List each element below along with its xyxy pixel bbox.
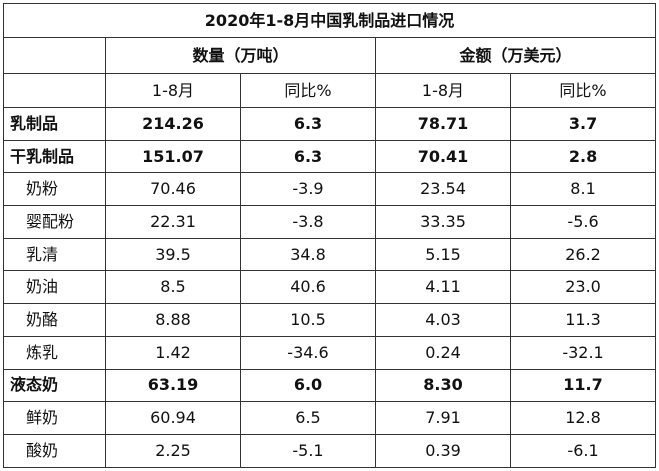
amt-yoy-value: 23.0 (509, 270, 657, 305)
amt-value: 0.39 (375, 433, 511, 468)
table-row: 液态奶 63.19 6.0 8.30 11.7 (3, 368, 657, 403)
qty-value: 22.31 (105, 205, 241, 239)
qty-yoy-value: -3.9 (240, 172, 376, 207)
row-label: 奶粉 (3, 172, 106, 207)
qty-yoy-value: 6.3 (240, 139, 376, 174)
qty-yoy-value: 6.0 (240, 368, 376, 403)
amt-yoy-header: 同比% (509, 73, 657, 108)
qty-yoy-value: 40.6 (240, 270, 376, 305)
qty-period-header: 1-8月 (105, 73, 241, 108)
group-header-row: 数量（万吨） 金额（万美元） (3, 37, 657, 74)
amt-yoy-value: -5.6 (509, 205, 657, 239)
amt-yoy-value: 2.8 (509, 139, 657, 174)
table-row: 炼乳 1.42 -34.6 0.24 -32.1 (3, 335, 657, 370)
qty-value: 2.25 (105, 433, 241, 468)
amt-yoy-value: 11.3 (509, 303, 657, 337)
qty-yoy-value: -5.1 (240, 433, 376, 468)
amt-value: 78.71 (375, 107, 511, 141)
table-row: 奶粉 70.46 -3.9 23.54 8.1 (3, 172, 657, 207)
qty-value: 151.07 (105, 139, 241, 174)
qty-yoy-header: 同比% (240, 73, 376, 108)
amt-yoy-value: 26.2 (509, 237, 657, 272)
row-label: 鲜奶 (3, 401, 106, 435)
table-row: 鲜奶 60.94 6.5 7.91 12.8 (3, 401, 657, 435)
amt-yoy-value: -32.1 (509, 335, 657, 370)
amt-value: 0.24 (375, 335, 511, 370)
amt-value: 4.11 (375, 270, 511, 305)
subheader-empty-cell (3, 73, 106, 108)
qty-yoy-value: 6.3 (240, 107, 376, 141)
qty-yoy-value: 6.5 (240, 401, 376, 435)
qty-yoy-value: 34.8 (240, 237, 376, 272)
header-empty-cell (3, 37, 106, 74)
dairy-import-table: 2020年1-8月中国乳制品进口情况 数量（万吨） 金额（万美元） 1-8月 同… (2, 3, 657, 468)
qty-yoy-value: -34.6 (240, 335, 376, 370)
amt-yoy-value: 11.7 (509, 368, 657, 403)
sub-header-row: 1-8月 同比% 1-8月 同比% (3, 73, 657, 108)
row-label: 炼乳 (3, 335, 106, 370)
row-label: 奶油 (3, 270, 106, 305)
amt-value: 8.30 (375, 368, 511, 403)
qty-value: 60.94 (105, 401, 241, 435)
qty-value: 39.5 (105, 237, 241, 272)
row-label: 液态奶 (3, 368, 106, 403)
qty-value: 8.5 (105, 270, 241, 305)
amount-group-header: 金额（万美元） (374, 37, 657, 74)
row-label: 乳清 (3, 237, 106, 272)
amt-yoy-value: -6.1 (509, 433, 657, 468)
table-row: 乳制品 214.26 6.3 78.71 3.7 (3, 107, 657, 141)
amt-value: 5.15 (375, 237, 511, 272)
qty-yoy-value: -3.8 (240, 205, 376, 239)
row-label: 酸奶 (3, 433, 106, 468)
qty-value: 63.19 (105, 368, 241, 403)
table-row: 奶油 8.5 40.6 4.11 23.0 (3, 270, 657, 305)
amt-period-header: 1-8月 (375, 73, 511, 108)
amt-value: 7.91 (375, 401, 511, 435)
amt-yoy-value: 8.1 (509, 172, 657, 207)
amt-value: 4.03 (375, 303, 511, 337)
qty-value: 1.42 (105, 335, 241, 370)
table-row: 干乳制品 151.07 6.3 70.41 2.8 (3, 139, 657, 174)
table-row: 婴配粉 22.31 -3.8 33.35 -5.6 (3, 205, 657, 239)
row-label: 乳制品 (3, 107, 106, 141)
row-label: 奶酪 (3, 303, 106, 337)
title-row: 2020年1-8月中国乳制品进口情况 (2, 3, 657, 38)
amt-value: 33.35 (375, 205, 511, 239)
qty-value: 70.46 (105, 172, 241, 207)
table-row: 乳清 39.5 34.8 5.15 26.2 (3, 237, 657, 272)
amt-value: 70.41 (375, 139, 511, 174)
qty-value: 214.26 (105, 107, 241, 141)
qty-yoy-value: 10.5 (240, 303, 376, 337)
row-label: 婴配粉 (3, 205, 106, 239)
table-row: 酸奶 2.25 -5.1 0.39 -6.1 (3, 433, 657, 468)
table-title: 2020年1-8月中国乳制品进口情况 (2, 3, 657, 38)
amt-yoy-value: 3.7 (509, 107, 657, 141)
amt-yoy-value: 12.8 (509, 401, 657, 435)
amt-value: 23.54 (375, 172, 511, 207)
quantity-group-header: 数量（万吨） (105, 37, 376, 74)
qty-value: 8.88 (105, 303, 241, 337)
row-label: 干乳制品 (3, 139, 106, 174)
table-row: 奶酪 8.88 10.5 4.03 11.3 (3, 303, 657, 337)
